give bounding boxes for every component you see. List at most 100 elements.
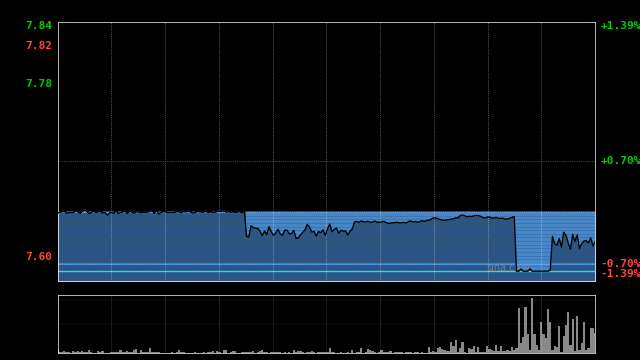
Bar <box>515 348 518 353</box>
Bar <box>79 352 81 353</box>
Bar <box>414 352 417 353</box>
Bar <box>576 316 579 353</box>
Bar <box>97 351 99 353</box>
Bar <box>589 328 592 353</box>
Bar <box>216 351 218 353</box>
Bar <box>493 351 495 353</box>
Bar <box>88 350 90 353</box>
Bar <box>117 352 120 353</box>
Bar <box>266 352 268 353</box>
Bar <box>102 351 104 353</box>
Bar <box>504 351 506 353</box>
Bar <box>180 352 182 353</box>
Text: +1.39%: +1.39% <box>600 21 640 31</box>
Bar <box>207 352 209 353</box>
Bar <box>223 350 225 353</box>
Bar <box>497 351 500 353</box>
Bar <box>417 352 419 353</box>
Bar <box>551 350 554 353</box>
Bar <box>520 343 522 353</box>
Bar <box>218 352 221 353</box>
Bar <box>126 351 129 353</box>
Bar <box>513 350 515 353</box>
Bar <box>77 351 79 353</box>
Text: 7.78: 7.78 <box>25 79 52 89</box>
Bar <box>351 350 353 353</box>
Bar <box>65 352 68 353</box>
Bar <box>259 351 261 353</box>
Bar <box>232 351 234 353</box>
Bar <box>565 325 567 353</box>
Bar <box>252 351 255 353</box>
Bar <box>292 350 295 353</box>
Bar <box>133 351 135 353</box>
Bar <box>583 321 585 353</box>
Bar <box>120 350 122 353</box>
Bar <box>261 350 264 353</box>
Bar <box>457 352 459 353</box>
Bar <box>475 352 477 353</box>
Bar <box>574 351 576 353</box>
Bar <box>421 352 423 353</box>
Bar <box>264 352 266 353</box>
Bar <box>430 352 432 353</box>
Bar <box>148 348 151 353</box>
Bar <box>444 350 445 353</box>
Bar <box>225 350 227 353</box>
Bar <box>83 352 86 353</box>
Bar <box>495 345 497 353</box>
Bar <box>579 350 580 353</box>
Bar <box>313 352 315 353</box>
Bar <box>68 352 70 353</box>
Bar <box>522 337 524 353</box>
Bar <box>295 352 297 353</box>
Bar <box>182 351 185 353</box>
Bar <box>592 328 594 353</box>
Bar <box>284 352 286 353</box>
Bar <box>387 352 389 353</box>
Bar <box>459 348 461 353</box>
Bar <box>461 342 463 353</box>
Bar <box>435 352 436 353</box>
Text: -1.39%: -1.39% <box>600 269 640 279</box>
Bar <box>131 352 133 353</box>
Bar <box>531 298 533 353</box>
Bar <box>463 352 466 353</box>
Bar <box>306 352 308 353</box>
Bar <box>74 352 77 353</box>
Bar <box>319 352 322 353</box>
Bar <box>322 352 324 353</box>
Bar <box>317 352 319 353</box>
Bar <box>511 347 513 353</box>
Bar <box>297 351 300 353</box>
Bar <box>502 351 504 353</box>
Bar <box>484 352 486 353</box>
Bar <box>56 349 59 353</box>
Bar <box>178 350 180 353</box>
Bar <box>329 348 331 353</box>
Bar <box>585 350 588 353</box>
Bar <box>301 352 304 353</box>
Bar <box>554 346 556 353</box>
Bar <box>369 350 371 353</box>
Bar <box>482 352 484 353</box>
Bar <box>135 349 138 353</box>
Bar <box>594 333 596 353</box>
Bar <box>398 352 401 353</box>
Bar <box>86 352 88 353</box>
Bar <box>389 351 392 353</box>
Bar <box>567 312 570 353</box>
Bar <box>529 350 531 353</box>
Bar <box>277 352 279 353</box>
Bar <box>563 336 565 353</box>
Bar <box>212 351 214 353</box>
Bar <box>241 352 243 353</box>
Bar <box>331 352 333 353</box>
Bar <box>488 348 491 353</box>
Bar <box>509 351 511 353</box>
Bar <box>533 333 536 353</box>
Text: sina.com: sina.com <box>487 263 531 273</box>
Bar <box>436 348 439 353</box>
Bar <box>300 351 301 353</box>
Bar <box>572 319 574 353</box>
